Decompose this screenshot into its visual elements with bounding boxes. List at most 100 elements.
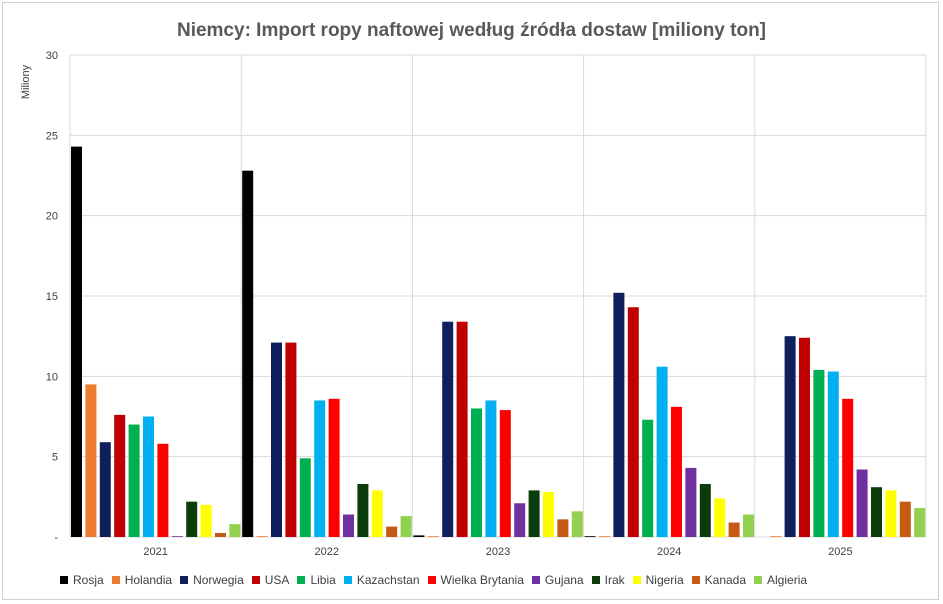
bar-gujana-2024 [685, 467, 697, 537]
legend: Rosja Holandia Norwegia USA Libia Kazachstan W… [60, 571, 815, 589]
legend-label: Algieria [767, 573, 808, 587]
legend-item: USA [251, 573, 290, 587]
bar-wielka-brytania-2022 [328, 398, 340, 537]
bar-kanada-2022 [386, 526, 398, 537]
bar-libia-2025 [813, 369, 825, 537]
x-tick-labels: 2021 2022 2023 2024 2025 [143, 546, 852, 558]
legend-swatch [111, 576, 120, 584]
bar-rosja-2023 [413, 535, 425, 537]
bar-gujana-2022 [343, 514, 354, 537]
bar-wielka-brytania-2023 [499, 410, 511, 537]
legend-item: Holandia [111, 573, 173, 587]
bar-kazachstan-2024 [656, 366, 668, 537]
bar-wielka-brytania-2025 [842, 398, 854, 537]
legend-item: Irak [591, 573, 625, 587]
legend-swatch [591, 576, 600, 584]
legend-swatch [343, 576, 352, 584]
legend-label: Norwegia [193, 573, 244, 587]
bar-algieria-2022 [400, 516, 412, 537]
y-tick-label: 15 [46, 291, 58, 303]
bar-kazachstan-2021 [143, 416, 154, 537]
bar-usa-2023 [456, 321, 468, 537]
bar-norwegia-2021 [99, 442, 111, 537]
bar-holandia-2022 [256, 536, 268, 537]
bar-gujana-2023 [514, 503, 526, 537]
y-tick-label: 10 [46, 371, 58, 383]
grid-lines [69, 54, 927, 538]
legend-label: Libia [310, 573, 336, 587]
legend-item: Kazachstan [343, 573, 420, 587]
legend-item: Wielka Brytania [427, 573, 524, 587]
bar-wielka-brytania-2021 [157, 443, 169, 537]
y-tick-labels: - 5 10 15 20 25 30 [46, 50, 59, 544]
bar-libia-2022 [299, 458, 311, 537]
bar-wielka-brytania-2024 [671, 406, 682, 537]
legend-swatch [531, 576, 540, 584]
bar-usa-2022 [285, 342, 297, 537]
x-tick-label: 2021 [143, 546, 167, 558]
bar-norwegia-2025 [784, 336, 796, 537]
bar-kazachstan-2025 [827, 371, 839, 537]
x-tick-label: 2022 [315, 546, 339, 558]
bar-irak-2022 [357, 483, 369, 537]
bar-kazachstan-2022 [314, 400, 326, 537]
bar-irak-2025 [871, 487, 882, 537]
legend-label: USA [264, 573, 290, 587]
y-tick-label: 30 [46, 50, 58, 62]
bar-nigeria-2023 [543, 492, 554, 537]
y-tick-label: 5 [52, 452, 58, 464]
bar-kanada-2023 [557, 519, 569, 537]
bar-libia-2023 [471, 408, 482, 537]
bar-rosja-2021 [71, 146, 82, 537]
legend-item: Nigeria [632, 573, 684, 587]
x-tick-label: 2024 [657, 546, 681, 558]
bar-libia-2021 [128, 424, 140, 537]
legend-label: Kanada [704, 573, 747, 587]
bar-nigeria-2021 [200, 504, 212, 537]
bar-irak-2024 [699, 483, 711, 537]
bar-rosja-2022 [242, 170, 254, 537]
bar-algieria-2023 [571, 511, 583, 537]
x-tick-label: 2025 [828, 546, 852, 558]
bar-norwegia-2024 [613, 292, 625, 537]
legend-label: Gujana [544, 573, 584, 587]
chart-title: Niemcy: Import ropy naftowej według źród… [176, 20, 767, 41]
legend-label: Wielka Brytania [440, 573, 524, 587]
legend-swatch [180, 576, 189, 584]
bars [71, 146, 926, 537]
legend-swatch [691, 576, 700, 584]
bar-holandia-2023 [427, 536, 439, 537]
legend-item: Libia [297, 573, 336, 587]
legend-label: Irak [604, 573, 625, 587]
bar-kanada-2024 [728, 522, 740, 537]
bar-rosja-2024 [584, 536, 596, 537]
bar-gujana-2021 [171, 536, 183, 537]
legend-item: Kanada [691, 573, 747, 587]
bar-irak-2021 [186, 501, 198, 537]
legend-label: Rosja [73, 573, 104, 587]
legend-swatch [632, 576, 641, 584]
bar-norwegia-2023 [442, 321, 454, 537]
bar-holandia-2025 [770, 536, 782, 537]
bar-nigeria-2025 [885, 490, 897, 537]
bar-usa-2021 [114, 414, 126, 537]
legend-label: Holandia [124, 573, 173, 587]
legend-label: Kazachstan [356, 573, 420, 587]
bar-nigeria-2022 [371, 490, 383, 537]
bar-algieria-2025 [914, 508, 926, 537]
legend-item: Rosja [60, 573, 104, 587]
bar-gujana-2025 [856, 469, 868, 537]
legend-swatch [251, 576, 260, 584]
y-tick-label: - [54, 532, 58, 544]
bar-holandia-2024 [599, 536, 610, 537]
legend-swatch [297, 576, 306, 584]
legend-item: Gujana [531, 573, 584, 587]
bar-irak-2023 [528, 490, 540, 537]
y-tick-label: 25 [46, 130, 58, 142]
legend-swatch [60, 576, 68, 584]
bar-algieria-2024 [743, 514, 754, 537]
bar-holandia-2021 [85, 384, 97, 537]
y-tick-label: 20 [46, 211, 58, 223]
bar-libia-2024 [642, 419, 654, 537]
legend-label: Nigeria [645, 573, 684, 587]
